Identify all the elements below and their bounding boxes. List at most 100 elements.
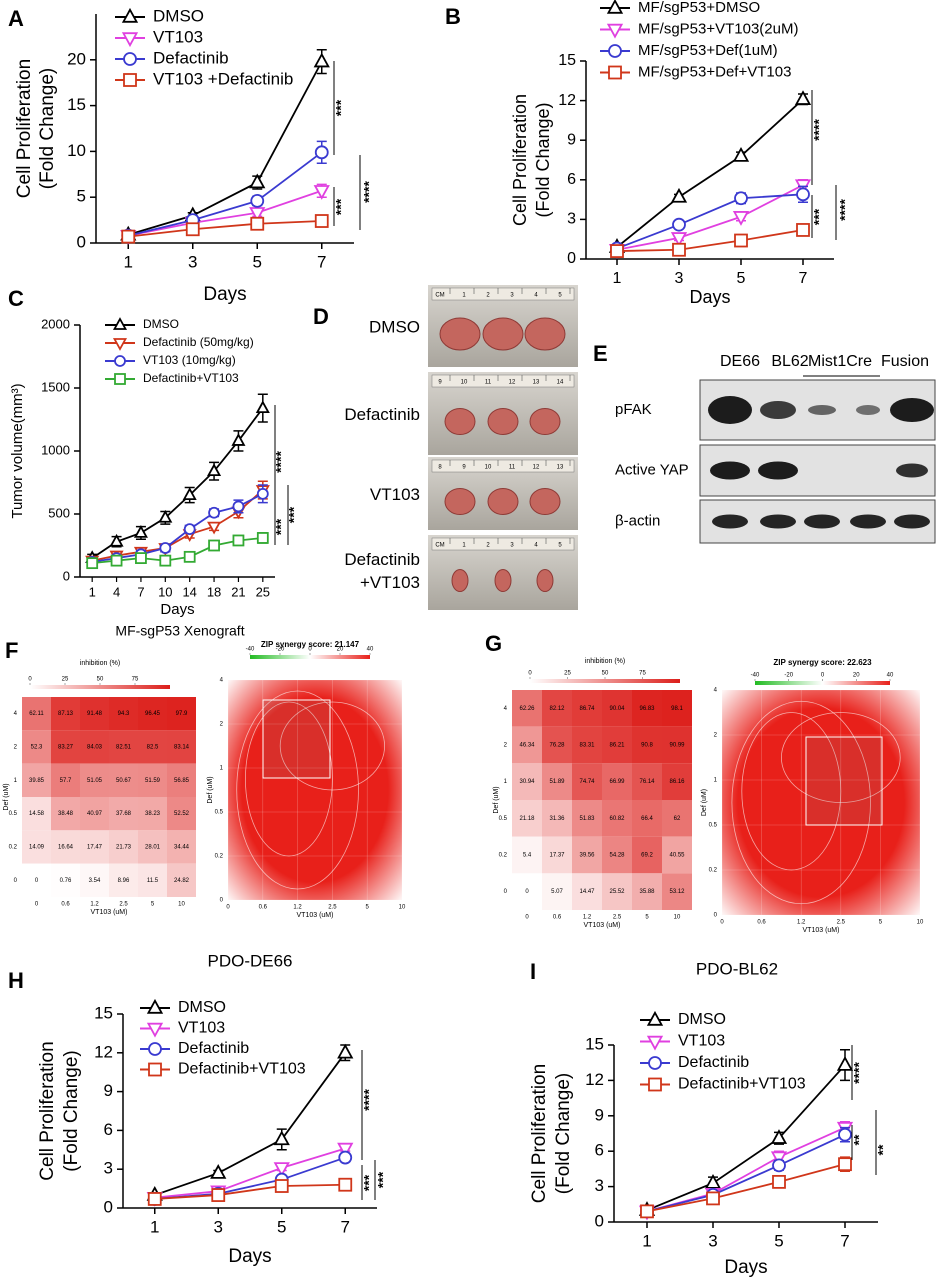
y-tick-label: 9 (567, 131, 576, 148)
x-tick-label: 25 (256, 584, 270, 599)
heatmap-cell (109, 697, 138, 731)
cell-value: 51.83 (579, 816, 595, 822)
marker (672, 217, 686, 232)
series-line (646, 1133, 846, 1213)
panel-label: B (445, 4, 461, 29)
colorbar (250, 655, 370, 659)
x-tick-label: 21 (231, 584, 245, 599)
marker (207, 521, 222, 535)
marker (314, 145, 329, 160)
cell-value: 21.18 (519, 816, 535, 822)
ruler-label: 4 (534, 543, 538, 549)
cell-value: 98.1 (671, 706, 683, 712)
heatmap-cell (542, 690, 572, 727)
cell-value: 66.4 (641, 816, 653, 822)
chart-title: ZIP synergy score: 22.623 (773, 658, 872, 667)
heatmap-cell (80, 797, 109, 831)
y-tick-label: 3 (104, 1159, 113, 1178)
contour-line (279, 701, 385, 791)
heatmap-cell (167, 697, 196, 731)
panel-label: A (8, 6, 24, 31)
marker (210, 1164, 227, 1179)
marker (706, 1191, 720, 1206)
marker (112, 338, 128, 351)
y-tick-label: 0.2 (709, 868, 718, 874)
panel-label: G (485, 631, 502, 656)
marker (148, 1062, 162, 1077)
x-tick-label: 5 (737, 270, 746, 287)
blot-band (758, 461, 798, 480)
marker (256, 532, 269, 544)
heatmap-cell (51, 763, 80, 797)
marker (732, 146, 750, 162)
cell-value: 11.5 (147, 878, 159, 884)
cell-value: 52.3 (31, 745, 43, 751)
cell-value: 3.54 (89, 878, 101, 884)
y-tick-label: 1 (220, 766, 224, 772)
colorbar-tick-label: 0 (28, 677, 32, 683)
heatmap-cell (602, 800, 632, 837)
marker (185, 222, 200, 237)
significance-label: **** (361, 181, 377, 203)
y-axis-label: Def (uM) (493, 786, 500, 813)
lane-label: Fusion (881, 353, 929, 370)
colorbar-tick-label: 75 (132, 677, 139, 683)
heatmap-cell (572, 836, 602, 874)
cell-value: 31.36 (549, 816, 565, 822)
y-tick-label: 0 (595, 1211, 604, 1230)
colorbar-tick-label: 40 (367, 647, 374, 653)
colorbar-title: inhibition (%) (80, 660, 120, 667)
heatmap-cell (542, 800, 572, 837)
x-tick-label: 1 (124, 252, 133, 271)
tumor (529, 488, 561, 515)
y-tick-label: 0.2 (499, 853, 508, 859)
heatmap-cell (80, 730, 109, 764)
heatmap-cell (512, 873, 542, 910)
heatmap-cell (22, 830, 51, 864)
panel-label: C (8, 286, 24, 311)
cell-value: 34.44 (174, 845, 190, 851)
cell-value: 28.01 (145, 845, 161, 851)
cell-value: 87.13 (58, 711, 74, 717)
cell-value: 86.21 (609, 743, 625, 749)
y-tick-label: 0.5 (709, 823, 718, 829)
y-tick-label: 500 (48, 505, 70, 520)
colorbar (755, 681, 890, 685)
marker (273, 1162, 290, 1177)
marker (338, 1150, 353, 1165)
y-tick-label: 15 (558, 52, 576, 69)
heatmap-cell (602, 763, 632, 800)
legend-label: VT103 (153, 27, 203, 46)
blot-band (710, 461, 750, 480)
heatmap-cell (167, 797, 196, 831)
series-line (646, 1064, 846, 1212)
heatmap-cell (602, 836, 632, 874)
marker (211, 1188, 226, 1202)
cell-value: 35.88 (639, 889, 655, 895)
photo-label: VT103 (370, 485, 420, 504)
x-tick-label: 2.5 (837, 920, 846, 926)
marker (608, 44, 622, 58)
x-tick-label: 1.2 (90, 902, 99, 908)
heatmap-cell (138, 697, 167, 731)
heatmap-cell (138, 730, 167, 764)
y-tick-label: 0.5 (499, 816, 508, 822)
y-tick-label: 2 (14, 745, 18, 751)
tumor (444, 408, 476, 435)
series-line (616, 193, 804, 250)
selection-box (805, 736, 883, 826)
series-line (128, 220, 322, 238)
x-tick-label: 5 (774, 1231, 783, 1250)
cell-value: 74.74 (579, 779, 595, 785)
marker (606, 0, 624, 14)
y-tick-label: 12 (585, 1070, 604, 1089)
heatmap-cell (22, 797, 51, 831)
legend-label: Defactinib+VT103 (678, 1076, 806, 1093)
y-tick-label: 0 (63, 568, 70, 583)
tumor (536, 569, 554, 592)
y-tick-label: 2 (220, 722, 224, 728)
cell-value: 53.12 (669, 889, 685, 895)
significance-label: **** (851, 1062, 867, 1084)
tumor (487, 488, 519, 515)
x-tick-label: 0 (35, 902, 39, 908)
